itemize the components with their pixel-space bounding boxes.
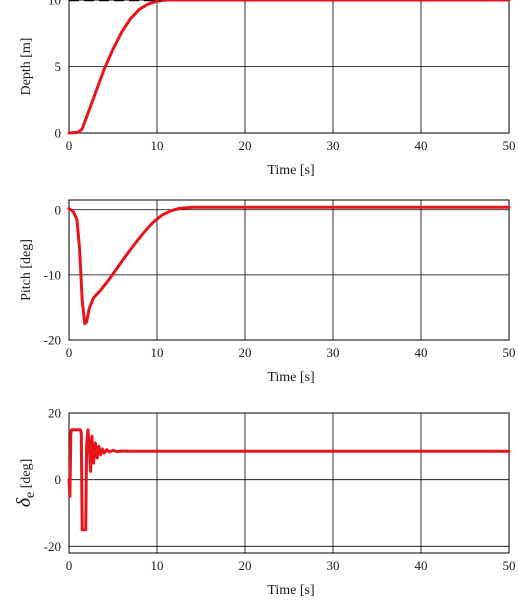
y-axis-label-subscript: e <box>23 492 38 498</box>
x-tick-label: 10 <box>151 558 164 573</box>
x-axis-label: Time [s] <box>267 583 314 598</box>
y-tick-label: 0 <box>55 472 62 487</box>
chart-panel-2: 0 10 20 30 40 50 0 -10 -20 Time [s] Pitch [deg] <box>19 199 516 385</box>
x-tick-label: 0 <box>66 345 73 360</box>
y-tick-label: 20 <box>48 406 61 421</box>
y-tick-label: -10 <box>44 267 61 282</box>
x-tick-label: 20 <box>239 138 252 153</box>
y-tick-label: 5 <box>55 59 62 74</box>
y-axis-label-unit: [deg] <box>19 459 34 492</box>
series-line <box>67 205 511 326</box>
x-tick-label: 30 <box>327 345 340 360</box>
plot-frame <box>68 199 510 341</box>
y-tick-label: -20 <box>44 333 61 348</box>
y-tick-label: 10 <box>48 0 61 8</box>
x-tick-label: 40 <box>415 558 428 573</box>
y-tick-label: 0 <box>55 126 62 141</box>
chart-panel-1: 0 10 20 30 40 50 0 5 10 Time [s] Depth [m] <box>19 0 516 178</box>
plot-frame <box>68 412 510 554</box>
x-axis-label: Time [s] <box>267 163 314 178</box>
y-tick-label: 0 <box>55 202 62 217</box>
y-axis-label-symbol: δ <box>13 497 35 507</box>
y-tick-label: -20 <box>44 539 61 554</box>
y-axis-label: δe [deg] <box>13 459 38 508</box>
x-tick-label: 30 <box>327 558 340 573</box>
x-tick-label: 40 <box>415 138 428 153</box>
x-tick-label: 10 <box>151 138 164 153</box>
x-tick-label: 10 <box>151 345 164 360</box>
x-tick-label: 50 <box>503 558 516 573</box>
x-tick-label: 20 <box>239 345 252 360</box>
series-line <box>67 428 511 532</box>
x-tick-label: 20 <box>239 558 252 573</box>
y-axis-label: Depth [m] <box>19 38 34 96</box>
x-tick-label: 40 <box>415 345 428 360</box>
x-tick-label: 0 <box>66 138 73 153</box>
x-tick-label: 0 <box>66 558 73 573</box>
x-tick-label: 50 <box>503 138 516 153</box>
x-axis-label: Time [s] <box>267 370 314 385</box>
chart-panel-3: 0 10 20 30 40 50 20 0 -20 Time [s] δe [deg] <box>13 406 516 599</box>
series-line <box>67 0 511 135</box>
x-tick-label: 30 <box>327 138 340 153</box>
x-tick-label: 50 <box>503 345 516 360</box>
y-axis-label: Pitch [deg] <box>19 239 34 301</box>
